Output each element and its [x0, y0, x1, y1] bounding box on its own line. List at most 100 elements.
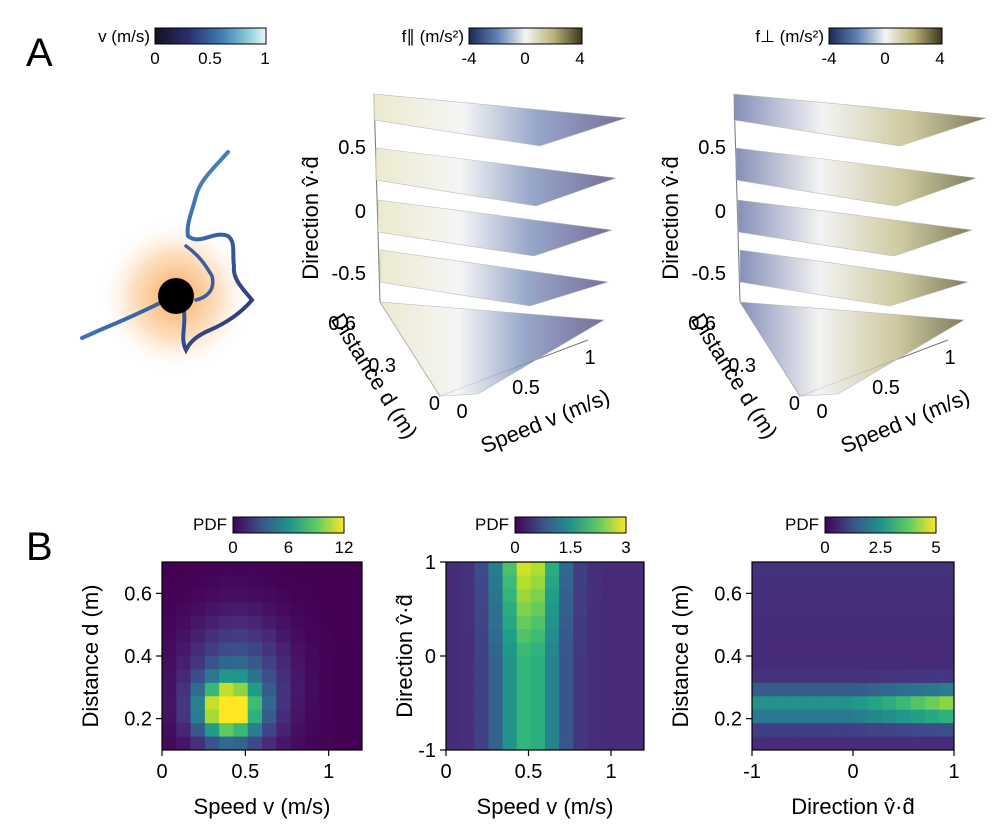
heatmap-cell	[853, 669, 868, 684]
heatmap-cell	[867, 669, 883, 684]
heatmap-cell	[925, 709, 940, 724]
heatmap-cell	[176, 682, 191, 697]
heatmap-cell	[333, 656, 349, 670]
heatmap-cell	[573, 602, 588, 617]
heatmap-cell	[795, 723, 811, 737]
heatmap-cell	[276, 723, 291, 737]
heatmap-cell	[204, 656, 220, 670]
surface-layer	[377, 199, 613, 257]
heatmap-cell	[304, 629, 320, 643]
heatmap-cell	[488, 588, 503, 603]
heatmap-cell	[809, 575, 825, 590]
heatmap-cell	[559, 602, 574, 617]
y-tick-label: 0.4	[124, 646, 152, 668]
heatmap-cell	[766, 696, 782, 711]
heatmap-cell	[204, 696, 220, 711]
heatmap-cell	[516, 682, 532, 697]
heatmap-cell	[853, 656, 868, 670]
x-axis-label: Direction v̂·d̂	[791, 794, 914, 819]
direction-axis-label: Direction v̂·d̂	[298, 156, 323, 279]
heatmap-cell	[219, 642, 234, 657]
heatmap-cell	[925, 723, 940, 737]
heatmap-cell	[276, 588, 291, 603]
y-tick-label: 0	[425, 646, 436, 668]
heatmap-cell	[460, 575, 475, 590]
pdf-colorbar-tick: 0	[228, 538, 237, 557]
y-tick-label: 0.2	[124, 709, 152, 731]
pdf-colorbar-bar	[824, 516, 937, 534]
heatmap-cell	[910, 642, 926, 657]
heatmap-cell	[446, 575, 461, 590]
heatmap-cell	[587, 642, 602, 657]
heatmap-cell	[910, 575, 926, 590]
heatmap-cell	[162, 615, 177, 630]
heatmap-cell	[896, 696, 912, 711]
heatmap-cell	[162, 696, 177, 711]
distance-tick-label: 0	[789, 393, 800, 415]
heatmap-cell	[766, 562, 782, 576]
surface-layer	[737, 199, 973, 257]
heatmap-cell	[615, 562, 631, 576]
heatmap-cell	[752, 629, 767, 643]
heatmap-cell	[204, 629, 220, 643]
heatmap-cell	[910, 669, 926, 684]
heatmap-cell	[752, 615, 767, 630]
heatmap-cell	[247, 562, 263, 576]
direction-tick-label: -0.5	[692, 263, 726, 285]
heatmap-cell	[176, 656, 191, 670]
heatmap-cell	[881, 629, 897, 643]
heatmap-cell	[795, 656, 811, 670]
heatmap-cell	[516, 723, 532, 737]
heatmap-cell	[347, 656, 363, 670]
heatmap-cell	[780, 562, 796, 576]
heatmap-cell	[516, 602, 532, 617]
heatmap-cell	[502, 629, 518, 643]
heatmap-cell	[838, 602, 854, 617]
heatmap-cell	[247, 736, 263, 751]
heatmap-cell	[939, 709, 955, 724]
heatmap-cell	[262, 629, 277, 643]
heatmap-cell	[910, 602, 926, 617]
heatmap-cell	[615, 575, 631, 590]
heatmap-cell	[824, 575, 839, 590]
surface-layer	[739, 301, 965, 397]
heatmap-cell	[629, 736, 645, 751]
heatmap-cell	[290, 736, 306, 751]
heatmap-cell	[333, 669, 349, 684]
heatmap-cell	[530, 602, 546, 617]
y-tick-label: -1	[418, 740, 436, 762]
heatmap-cell	[559, 575, 574, 590]
heatmap-cell	[176, 602, 191, 617]
heatmap-cell	[304, 615, 320, 630]
trajectory-loop	[184, 244, 215, 302]
heatmap-cell	[474, 709, 489, 724]
heatmap-cell	[474, 682, 489, 697]
heatmap-cell	[190, 682, 206, 697]
heatmap-cell	[795, 709, 811, 724]
heatmap-cell	[545, 696, 560, 711]
heatmap-cell	[347, 588, 363, 603]
pdf-colorbar-tick: 6	[284, 538, 293, 557]
heatmap-cell	[867, 562, 883, 576]
heatmap-cell	[446, 588, 461, 603]
heatmap-cell	[896, 709, 912, 724]
heatmap-cell	[881, 562, 897, 576]
heatmap-cell	[460, 696, 475, 711]
heatmap-cell	[502, 736, 518, 751]
heatmap-cell	[333, 629, 349, 643]
heatmap-cell	[530, 642, 546, 657]
heatmap-cell	[233, 602, 249, 617]
heatmap-cell	[824, 736, 839, 751]
heatmap-cell	[587, 615, 602, 630]
heatmap-cell	[190, 629, 206, 643]
heatmap-cell	[867, 709, 883, 724]
pdf-colorbar-tick: 3	[621, 538, 630, 557]
heatmap-cell	[446, 682, 461, 697]
heatmap-cell	[446, 642, 461, 657]
x-tick-label: 0.5	[515, 761, 543, 783]
heatmap-cell	[559, 669, 574, 684]
heatmap-cell	[516, 709, 532, 724]
heatmap-cell	[939, 642, 955, 657]
